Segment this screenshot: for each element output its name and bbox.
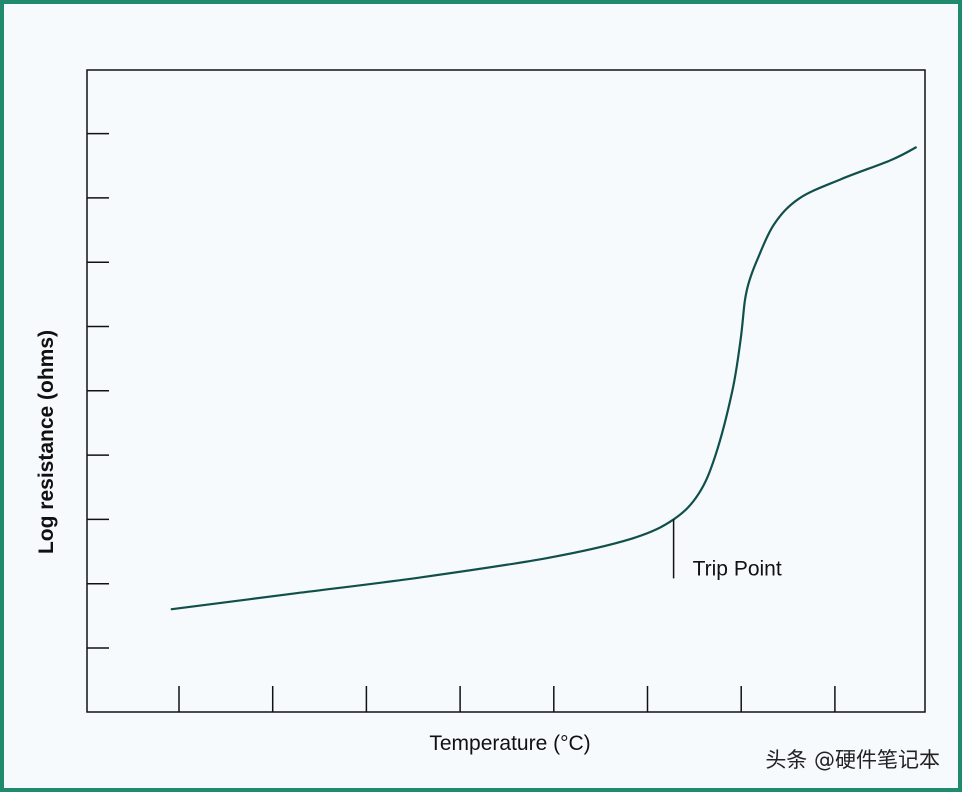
watermark-text: 头条 @硬件笔记本 [765,748,940,772]
y-axis-title: Log resistance (ohms) [35,330,58,554]
trip-point-label: Trip Point [693,557,782,580]
y-axis-ticks [87,132,109,649]
series-line [170,146,918,611]
plot-area [86,69,926,713]
x-axis-ticks [178,686,836,712]
x-axis-title: Temperature (°C) [429,732,590,755]
